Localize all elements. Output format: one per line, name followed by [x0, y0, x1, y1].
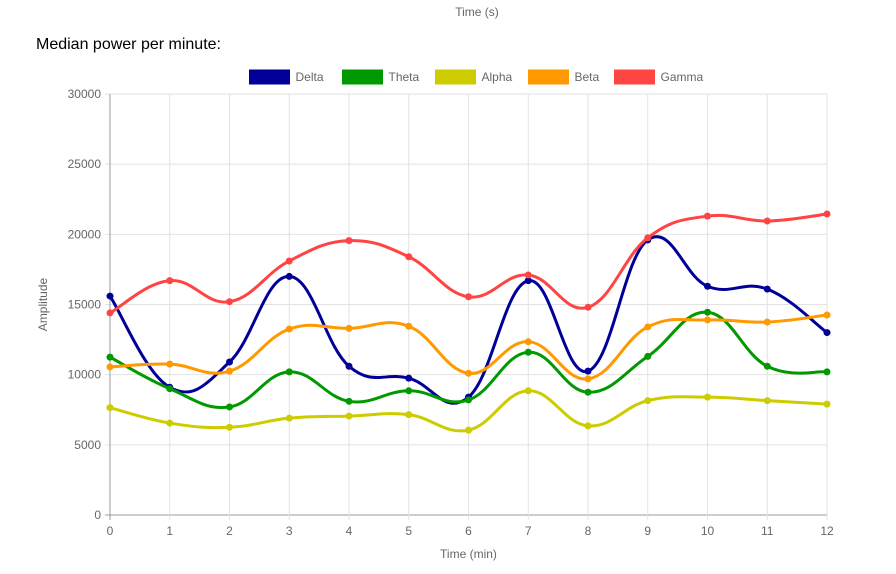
data-point-gamma [823, 210, 831, 218]
data-point-delta [405, 374, 413, 382]
data-point-delta [106, 292, 114, 300]
data-point-alpha [285, 414, 293, 422]
data-point-theta [704, 308, 711, 316]
y-tick-label: 20000 [68, 227, 102, 241]
data-point-beta [704, 316, 711, 324]
data-point-beta [823, 311, 831, 319]
x-tick-label: 12 [820, 524, 834, 538]
y-tick-label: 10000 [68, 368, 102, 382]
data-point-gamma [584, 303, 592, 311]
data-point-beta [763, 318, 771, 326]
y-tick-label: 25000 [68, 157, 102, 171]
data-point-theta [644, 352, 652, 360]
legend-swatch-delta [249, 69, 290, 85]
x-tick-label: 10 [701, 524, 715, 538]
legend-swatch-theta [342, 69, 383, 85]
series-line-delta [108, 235, 828, 405]
top-axis-label: Time (s) [455, 5, 499, 19]
data-point-theta [285, 368, 293, 376]
y-axis-label: Amplitude [36, 278, 50, 332]
y-tick-label: 0 [94, 508, 101, 522]
legend-label-beta: Beta [575, 70, 600, 84]
data-point-gamma [704, 212, 711, 220]
data-point-gamma [166, 277, 174, 285]
data-point-beta [524, 338, 532, 346]
data-point-gamma [644, 234, 652, 242]
x-tick-label: 8 [585, 524, 592, 538]
data-point-delta [524, 277, 532, 285]
data-point-delta [763, 285, 771, 293]
data-point-alpha [763, 397, 771, 405]
data-point-gamma [524, 271, 532, 279]
data-point-gamma [106, 309, 114, 317]
data-point-theta [166, 385, 174, 393]
data-point-alpha [704, 393, 711, 401]
data-point-beta [584, 375, 592, 383]
x-tick-label: 1 [166, 524, 173, 538]
data-point-alpha [584, 422, 592, 430]
data-point-alpha [166, 419, 174, 427]
data-point-alpha [644, 397, 652, 405]
data-point-delta [584, 367, 592, 375]
legend-label-alpha: Alpha [482, 70, 513, 84]
data-point-beta [345, 324, 353, 332]
y-tick-label: 5000 [74, 438, 101, 452]
data-point-beta [644, 323, 652, 331]
data-point-theta [106, 353, 114, 361]
data-point-gamma [763, 217, 771, 225]
data-point-gamma [405, 253, 413, 261]
data-point-beta [285, 325, 293, 333]
data-point-gamma [465, 293, 472, 301]
data-point-theta [405, 387, 413, 395]
legend-label-gamma: Gamma [661, 70, 704, 84]
data-point-beta [405, 322, 413, 330]
x-tick-label: 6 [465, 524, 472, 538]
y-tick-label: 15000 [68, 298, 102, 312]
x-tick-label: 3 [286, 524, 293, 538]
data-point-delta [285, 272, 293, 280]
data-point-beta [106, 363, 114, 371]
data-point-delta [704, 282, 711, 290]
legend-label-delta: Delta [296, 70, 324, 84]
data-point-beta [226, 367, 233, 375]
section-title: Median power per minute: [36, 36, 221, 53]
data-point-delta [345, 362, 353, 370]
legend-swatch-alpha [435, 69, 476, 85]
data-point-gamma [345, 237, 353, 245]
data-point-alpha [465, 426, 472, 434]
data-point-delta [823, 329, 831, 337]
data-point-beta [465, 369, 472, 377]
data-point-theta [823, 368, 831, 376]
data-point-alpha [226, 423, 233, 431]
data-point-theta [524, 348, 532, 356]
data-point-theta [345, 397, 353, 405]
data-point-delta [226, 358, 233, 366]
data-point-alpha [823, 400, 831, 408]
legend-label-theta: Theta [389, 70, 420, 84]
legend-swatch-gamma [614, 69, 655, 85]
data-point-gamma [285, 257, 293, 265]
x-tick-label: 11 [761, 524, 774, 538]
data-point-alpha [405, 411, 413, 419]
x-tick-label: 5 [405, 524, 412, 538]
data-point-gamma [226, 298, 233, 306]
data-point-theta [226, 403, 233, 411]
legend-swatch-beta [528, 69, 569, 85]
x-tick-label: 2 [226, 524, 233, 538]
x-axis-label: Time (min) [440, 547, 497, 561]
data-point-theta [584, 388, 592, 396]
data-point-theta [763, 362, 771, 370]
x-tick-label: 7 [525, 524, 532, 538]
data-point-alpha [524, 387, 532, 395]
data-point-beta [166, 360, 174, 368]
data-point-alpha [345, 412, 353, 420]
x-tick-label: 9 [644, 524, 651, 538]
data-point-theta [465, 396, 472, 404]
data-point-alpha [106, 404, 114, 412]
x-tick-label: 0 [107, 524, 114, 538]
x-tick-label: 4 [346, 524, 353, 538]
y-tick-label: 30000 [68, 87, 102, 101]
